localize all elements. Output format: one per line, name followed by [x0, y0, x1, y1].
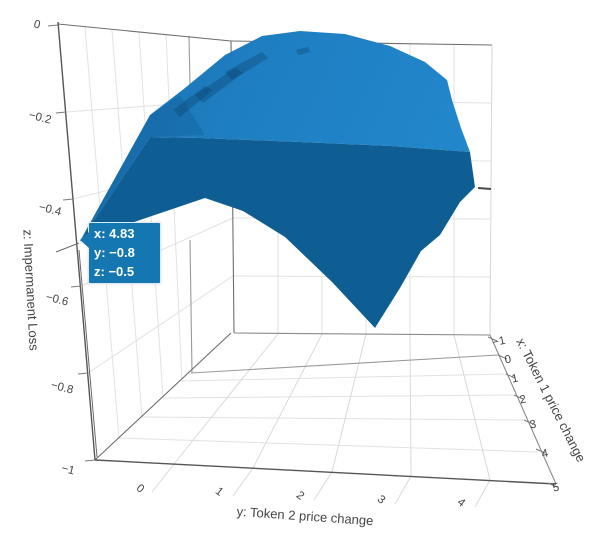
hover-tooltip: x: 4.83 y: −0.8 z: −0.5 [80, 222, 161, 284]
hover-tooltip-x-value: x: 4.83 [94, 226, 135, 241]
hover-z-projection-tick [477, 187, 492, 190]
surface-top-face[interactable] [80, 31, 470, 241]
axis-tick-marks [47, 24, 558, 488]
surface-front-face[interactable] [80, 137, 475, 328]
hover-tooltip-y-value: y: −0.8 [94, 245, 135, 260]
hover-tooltip-arrow [80, 232, 89, 248]
hover-tooltip-z-value: z: −0.5 [94, 264, 135, 279]
surface-left-shade [80, 95, 205, 241]
impermanent-loss-surface[interactable] [80, 31, 475, 328]
hover-spike-lines [55, 242, 98, 458]
surface-ridge-streaks [173, 47, 310, 117]
zero-grid-lines [188, 35, 499, 374]
main-axis-lines [57, 21, 557, 485]
